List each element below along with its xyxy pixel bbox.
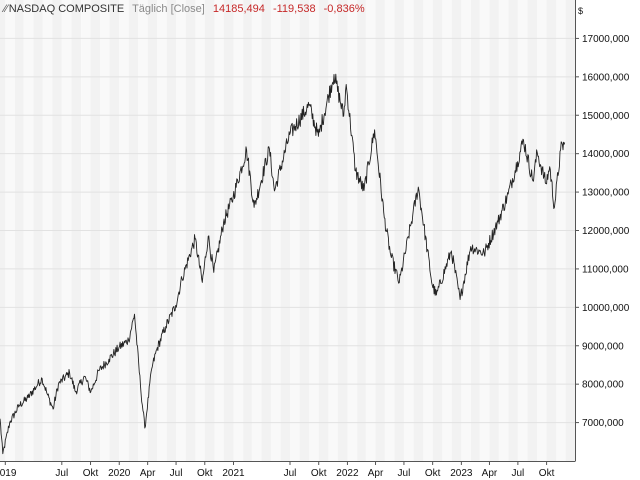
x-tick-label: 2020 bbox=[108, 468, 131, 479]
chart-header: ⁄⁄NASDAQ COMPOSITE Täglich [Close] 14185… bbox=[4, 3, 370, 15]
period-label: Täglich [Close] bbox=[132, 3, 205, 15]
x-tick-label: Okt bbox=[425, 468, 441, 479]
symbol-name: NASDAQ COMPOSITE bbox=[8, 3, 125, 15]
x-tick-label: Okt bbox=[311, 468, 327, 479]
x-tick-label: Jul bbox=[284, 468, 297, 479]
series-line bbox=[0, 73, 566, 455]
last-price: 14185,494 bbox=[212, 3, 265, 15]
plot-area bbox=[0, 73, 566, 455]
x-tick-label: 2019 bbox=[0, 468, 17, 479]
x-tick-label: Jul bbox=[170, 468, 183, 479]
y-tick-label: 15000,000 bbox=[582, 111, 630, 122]
y-tick-label: 9000,000 bbox=[582, 341, 624, 352]
y-tick-label: 13000,000 bbox=[582, 188, 630, 199]
x-tick-label: Okt bbox=[83, 468, 99, 479]
x-tick-label: Apr bbox=[140, 468, 156, 479]
y-tick-label: 11000,000 bbox=[582, 264, 629, 275]
y-tick-label: 17000,000 bbox=[582, 34, 630, 45]
x-tick-label: Jul bbox=[511, 468, 524, 479]
y-tick-label: 7000,000 bbox=[582, 418, 624, 429]
x-tick-label: 2021 bbox=[222, 468, 245, 479]
x-tick-label: Jul bbox=[398, 468, 411, 479]
x-tick-label: Apr bbox=[368, 468, 384, 479]
y-tick-label: 10000,000 bbox=[582, 303, 630, 314]
x-tick-label: Jul bbox=[55, 468, 68, 479]
x-tick-label: Okt bbox=[197, 468, 213, 479]
price-change: -119,538 bbox=[272, 3, 316, 15]
currency-label: $ bbox=[578, 6, 583, 16]
x-axis-ticks: 2019 Jul Okt 2020 Apr Jul Okt 2021 Jul Okt 2022 Apr… bbox=[0, 461, 555, 479]
line-chart-icon: ⁄⁄ bbox=[4, 3, 8, 15]
price-change-pct: -0,836% bbox=[323, 3, 365, 15]
x-tick-label: 2023 bbox=[450, 468, 473, 479]
y-tick-label: 12000,000 bbox=[582, 226, 630, 237]
x-tick-label: 2022 bbox=[336, 468, 359, 479]
y-tick-label: 14000,000 bbox=[582, 149, 630, 160]
x-tick-label: Apr bbox=[482, 468, 498, 479]
grid-lines bbox=[0, 37, 575, 424]
y-tick-label: 8000,000 bbox=[582, 380, 624, 391]
x-tick-label: Okt bbox=[539, 468, 555, 479]
y-tick-label: 16000,000 bbox=[582, 72, 630, 83]
y-axis-ticks: 7000,000 8000,000 9000,000 10000,000 11000,0… bbox=[575, 34, 630, 429]
